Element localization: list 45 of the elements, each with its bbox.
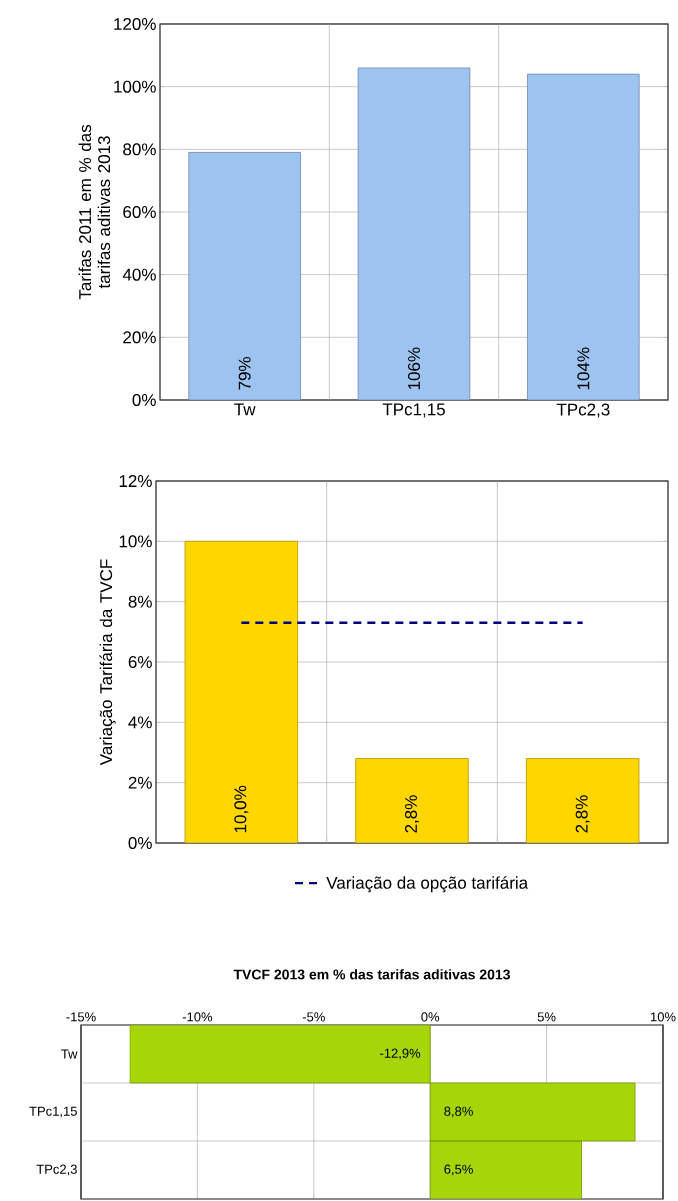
y-tick-label: 20% <box>123 331 156 344</box>
y-axis-title: Variação Tarifária da TVCF <box>99 559 116 766</box>
y-tick-label: TPc1,15 <box>29 1106 77 1118</box>
y-tick-label: 4% <box>128 716 152 729</box>
y-tick-label: 2% <box>128 776 152 789</box>
x-tick-label: TPc2,3 <box>556 403 610 418</box>
y-tick-label: 0% <box>132 393 156 407</box>
y-tick-label: Tw <box>61 1049 78 1059</box>
x-tick-label: Tw <box>234 403 256 416</box>
data-label: 106% <box>407 347 421 390</box>
data-label: 8,8% <box>444 1106 473 1118</box>
x-tick-label: -10% <box>182 1012 213 1022</box>
x-tick-label: 5% <box>537 1012 556 1022</box>
data-label: 6,5% <box>444 1164 473 1176</box>
x-tick-label: -15% <box>66 1012 96 1022</box>
bar <box>129 1025 431 1083</box>
data-label: 104% <box>577 347 590 390</box>
y-tick-label: 120% <box>114 17 156 31</box>
x-tick-label: 0% <box>421 1012 440 1022</box>
x-tick-label: TPc1,15 <box>382 403 445 418</box>
data-label: 2,8% <box>575 795 590 833</box>
y-tick-label: 10% <box>119 535 152 548</box>
chart-title: TVCF 2013 em % das tarifas aditivas 2013 <box>233 969 510 980</box>
bar <box>429 1140 582 1199</box>
y-tick-label: 60% <box>123 205 156 219</box>
legend-label: Variação da opção tarifária <box>326 876 529 893</box>
y-tick-label: 12% <box>119 475 152 487</box>
y-tick-label: 100% <box>114 80 156 93</box>
data-label: 10,0% <box>234 785 249 833</box>
bar <box>429 1082 636 1142</box>
y-tick-label: 40% <box>122 268 156 281</box>
bar <box>357 67 471 400</box>
data-label: -12,9% <box>380 1048 421 1060</box>
y-tick-label: 8% <box>128 595 152 608</box>
bar <box>188 152 301 400</box>
y-tick-label: 6% <box>128 655 152 669</box>
y-tick-label: TPc2,3 <box>36 1164 77 1176</box>
y-axis-title: Tarifas 2011 em % das tarifas aditivas 2013 <box>78 124 111 300</box>
x-tick-label: -5% <box>302 1012 325 1022</box>
x-tick-label: 10% <box>650 1012 676 1022</box>
data-label: 79% <box>238 357 251 390</box>
data-label: 2,8% <box>404 795 420 833</box>
y-tick-label: 80% <box>123 143 156 156</box>
bar <box>527 73 640 400</box>
y-tick-label: 0% <box>128 836 152 850</box>
